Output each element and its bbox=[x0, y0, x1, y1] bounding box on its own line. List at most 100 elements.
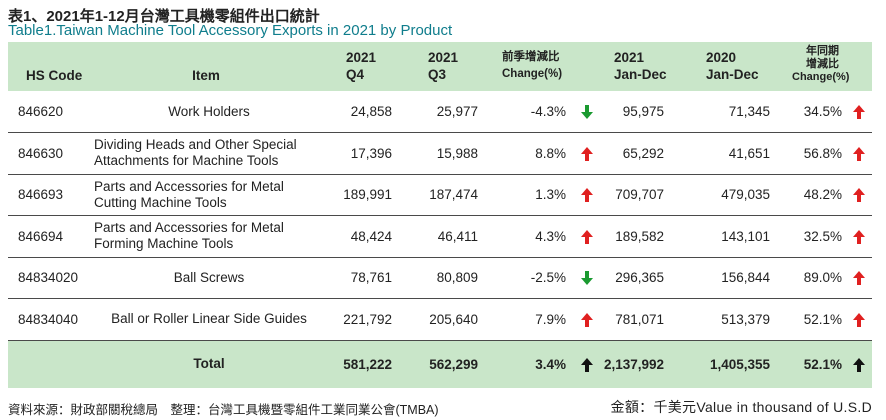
item-cell: Ball or Roller Linear Side Guides bbox=[111, 311, 307, 327]
total-jd20-cell: 1,405,355 bbox=[709, 356, 770, 372]
header-yoy: 年同期 增減比 Change(%) bbox=[784, 42, 872, 91]
yoy-cell: 34.5% bbox=[803, 104, 842, 119]
arrow-up-icon bbox=[853, 146, 865, 161]
qoq-arrow-cell bbox=[572, 299, 602, 341]
arrow-up-icon bbox=[853, 357, 865, 372]
item-cell: Ball Screws bbox=[173, 269, 245, 285]
q3-cell: 205,640 bbox=[429, 311, 478, 327]
total-q3-cell: 562,299 bbox=[429, 356, 478, 372]
header-qoq-zh: 前季增減比 bbox=[502, 51, 560, 63]
arrow-up-icon bbox=[853, 187, 865, 203]
hs-code-cell: 846620 bbox=[18, 104, 64, 119]
header-qoq: 前季增減比 Change(%) bbox=[496, 42, 602, 91]
arrow-down-icon bbox=[581, 104, 593, 120]
arrow-up-icon bbox=[853, 312, 865, 327]
q3-cell: 15,988 bbox=[436, 145, 478, 161]
total-row: Total 581,222 562,299 3.4% 2,137,992 1,405,35… bbox=[8, 340, 873, 388]
jd20-cell: 71,345 bbox=[728, 104, 770, 119]
header-item: Item bbox=[192, 68, 220, 83]
header-jd20: 2020 Jan-Dec bbox=[688, 42, 784, 91]
q4-cell: 17,396 bbox=[350, 145, 392, 161]
yoy-cell: 32.5% bbox=[803, 228, 842, 244]
header-q3: 2021 Q3 bbox=[400, 42, 496, 91]
item-cell: Dividing Heads and Other Special Attachm… bbox=[94, 137, 297, 169]
header-hs-code: HS Code bbox=[26, 68, 83, 83]
hs-code-cell: 846630 bbox=[18, 145, 64, 161]
yoy-arrow-cell bbox=[846, 174, 872, 216]
qoq-arrow-cell bbox=[572, 174, 602, 216]
arrow-up-icon bbox=[853, 104, 865, 120]
total-qoq-arrow-cell bbox=[572, 340, 602, 388]
jd21-cell: 95,975 bbox=[622, 104, 664, 119]
arrow-up-icon bbox=[581, 187, 593, 203]
q3-cell: 187,474 bbox=[429, 187, 478, 203]
hs-code-cell: 84834020 bbox=[18, 270, 79, 286]
qoq-arrow-cell bbox=[572, 91, 602, 133]
yoy-arrow-cell bbox=[846, 133, 872, 175]
table-title-zh: 表1、2021年1-12月台灣工具機零組件出口統計 bbox=[8, 8, 320, 25]
arrow-up-icon bbox=[853, 229, 865, 244]
jd20-cell: 143,101 bbox=[721, 228, 770, 244]
header-q3-label: Q3 bbox=[428, 67, 447, 82]
header-qoq-en: Change(%) bbox=[502, 68, 563, 80]
total-jd21-cell: 2,137,992 bbox=[603, 356, 664, 372]
header-q4-year: 2021 bbox=[346, 50, 377, 65]
yoy-arrow-cell bbox=[846, 216, 872, 258]
total-q4-cell: 581,222 bbox=[343, 356, 392, 372]
table-title-en: Table1.Taiwan Machine Tool Accessory Exp… bbox=[8, 22, 453, 39]
q3-cell: 80,809 bbox=[436, 270, 478, 286]
header-yoy-zh1: 年同期 bbox=[806, 45, 839, 57]
header-yoy-en: Change(%) bbox=[792, 71, 850, 83]
jd20-cell: 156,844 bbox=[721, 270, 770, 286]
q4-cell: 78,761 bbox=[350, 270, 392, 286]
jd21-cell: 65,292 bbox=[622, 145, 664, 161]
jd20-cell: 41,651 bbox=[728, 145, 770, 161]
table-header: HS Code Item 2021 Q4 2021 Q3 前季增減比 Chang… bbox=[8, 42, 873, 91]
total-label-cell: Total bbox=[193, 356, 225, 372]
table-row: 846694 Parts and Accessories for Metal Fo… bbox=[8, 216, 873, 258]
total-yoy-arrow-cell bbox=[846, 340, 872, 388]
yoy-arrow-cell bbox=[846, 299, 872, 341]
arrow-down-icon bbox=[581, 270, 593, 286]
q3-cell: 46,411 bbox=[437, 228, 478, 244]
table-row: 846630 Dividing Heads and Other Special A… bbox=[8, 133, 873, 175]
qoq-cell: 8.8% bbox=[535, 145, 566, 161]
hs-code-cell: 846694 bbox=[18, 228, 64, 244]
header-q4-label: Q4 bbox=[346, 67, 365, 82]
table-row: 846620 Work Holders 24,858 25,977 -4.3% 95,97… bbox=[8, 91, 873, 133]
header-jd21: 2021 Jan-Dec bbox=[602, 42, 688, 91]
jd20-cell: 513,379 bbox=[721, 311, 770, 327]
arrow-up-icon bbox=[581, 357, 593, 372]
arrow-up-icon bbox=[581, 146, 593, 161]
yoy-arrow-cell bbox=[846, 257, 872, 299]
total-qoq-cell: 3.4% bbox=[535, 356, 566, 372]
header-yoy-zh2: 增減比 bbox=[806, 58, 839, 70]
item-cell: Parts and Accessories for Metal Cutting … bbox=[94, 178, 284, 210]
qoq-cell: -4.3% bbox=[530, 104, 566, 119]
arrow-up-icon bbox=[581, 229, 593, 244]
table-row: 84834040 Ball or Roller Linear Side Guide… bbox=[8, 299, 873, 341]
jd21-cell: 189,582 bbox=[615, 228, 664, 244]
yoy-cell: 48.2% bbox=[803, 187, 842, 203]
table-row: 84834020 Ball Screws 78,761 80,809 -2.5% 296,… bbox=[8, 257, 873, 299]
header-jd20-label: Jan-Dec bbox=[706, 67, 759, 82]
header-jd21-label: Jan-Dec bbox=[614, 67, 667, 82]
q4-cell: 189,991 bbox=[343, 187, 392, 203]
header-q4: 2021 Q4 bbox=[324, 42, 400, 91]
hs-code-cell: 846693 bbox=[18, 187, 64, 203]
yoy-cell: 89.0% bbox=[803, 270, 842, 286]
qoq-cell: 1.3% bbox=[535, 187, 566, 203]
qoq-cell: -2.5% bbox=[530, 270, 566, 286]
arrow-up-icon bbox=[853, 270, 865, 286]
hs-code-cell: 84834040 bbox=[18, 311, 79, 327]
footer-unit: 金額：千美元Value in thousand of U.S.D bbox=[610, 399, 872, 415]
yoy-cell: 52.1% bbox=[803, 311, 842, 327]
qoq-cell: 4.3% bbox=[535, 228, 566, 244]
exports-table: HS Code Item 2021 Q4 2021 Q3 前季增減比 Chang… bbox=[8, 42, 873, 388]
qoq-cell: 7.9% bbox=[535, 311, 566, 327]
arrow-up-icon bbox=[581, 312, 593, 327]
table-row: 846693 Parts and Accessories for Metal Cu… bbox=[8, 174, 873, 216]
qoq-arrow-cell bbox=[572, 257, 602, 299]
jd21-cell: 709,707 bbox=[615, 187, 664, 203]
header-jd20-year: 2020 bbox=[706, 50, 737, 65]
